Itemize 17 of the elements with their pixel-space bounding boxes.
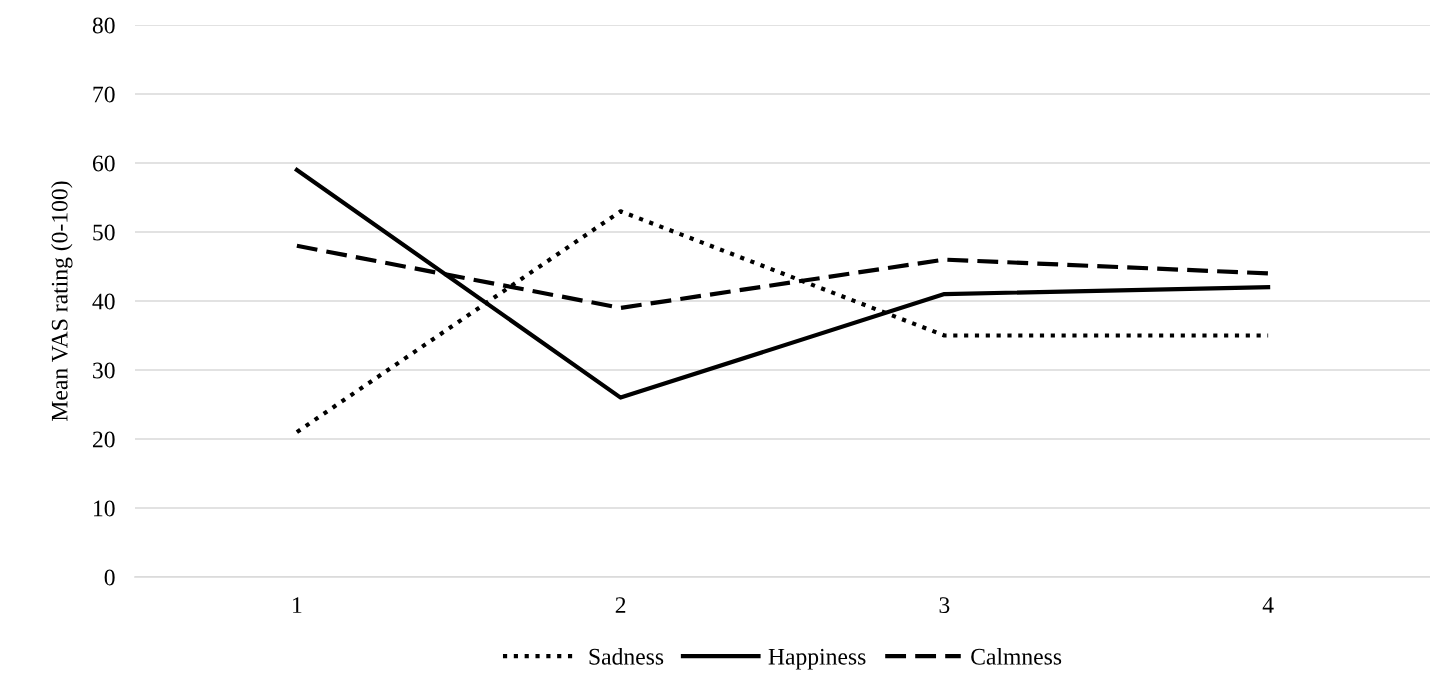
y-tick-label: 80: [92, 17, 115, 34]
y-tick-label: 60: [92, 155, 115, 172]
y-tick-label: 0: [104, 569, 115, 586]
legend-label: Happiness: [768, 648, 866, 670]
y-tick-label: 30: [93, 362, 115, 379]
x-tick-label: 4: [1262, 597, 1274, 613]
y-tick-label: 20: [92, 431, 115, 448]
x-tick-label: 2: [615, 597, 626, 613]
y-tick-label: 70: [93, 86, 115, 103]
x-tick-label: 1: [293, 597, 302, 613]
y-tick-label: 50: [93, 224, 115, 241]
x-tick-label: 3: [939, 597, 950, 614]
y-tick-label: 10: [94, 500, 115, 517]
legend-label: Sadness: [589, 648, 664, 665]
y-axis-title: Mean VAS rating (0-100): [51, 181, 73, 421]
legend-label: Calmness: [971, 648, 1062, 665]
y-tick-label: 40: [92, 293, 115, 310]
